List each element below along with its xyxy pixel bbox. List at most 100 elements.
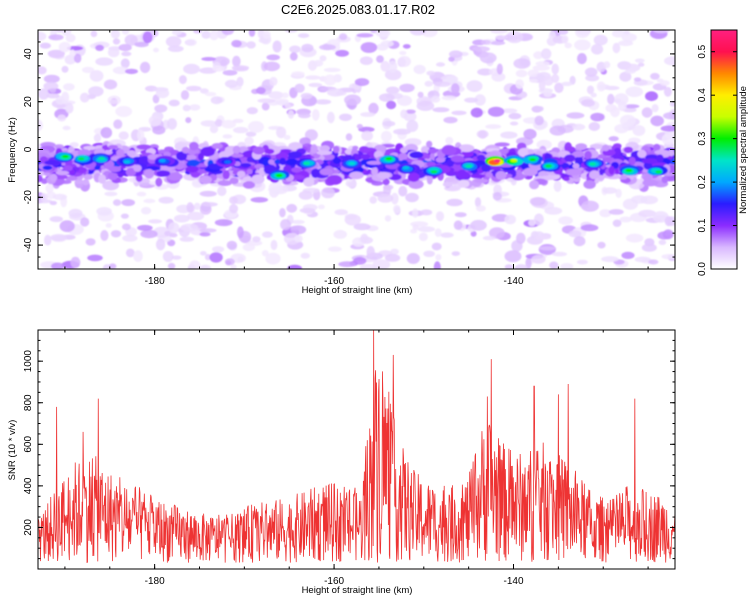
heatmap-cell	[386, 86, 400, 94]
heatmap-cell	[599, 209, 612, 218]
heatmap-cell	[100, 230, 109, 241]
heatmap-cell	[451, 251, 460, 256]
heatmap-cell	[668, 149, 675, 157]
heatmap-cell	[49, 88, 57, 93]
heatmap-cell	[49, 216, 63, 223]
heatmap-cell	[287, 264, 302, 269]
heatmap-cell	[48, 51, 64, 59]
heatmap-cell	[345, 133, 353, 141]
heatmap-cell	[50, 234, 68, 241]
heatmap-cell	[46, 93, 60, 99]
heatmap-hotspot	[589, 162, 596, 166]
heatmap-cell	[664, 56, 675, 66]
spectrogram-y-axis: -40 -20 0 20 40	[23, 29, 675, 270]
heatmap-cell	[405, 192, 419, 203]
heatmap-hotspot	[430, 170, 438, 174]
heatmap-cell	[286, 203, 298, 213]
heatmap-cell	[445, 136, 454, 145]
heatmap-cell	[384, 215, 392, 222]
heatmap-cell	[612, 42, 621, 54]
heatmap-cell	[621, 33, 637, 42]
heatmap-hotspot	[62, 154, 69, 159]
heatmap-cell	[379, 93, 395, 102]
heatmap-hotspot	[303, 161, 310, 166]
heatmap-cell	[40, 178, 49, 185]
heatmap-cell	[618, 40, 634, 47]
heatmap-cell	[361, 130, 373, 141]
heatmap-cell	[179, 236, 194, 242]
heatmap-cell	[226, 240, 238, 250]
heatmap-cell	[412, 224, 419, 231]
heatmap-cell	[82, 179, 90, 186]
heatmap-cell	[90, 30, 98, 38]
heatmap-cell	[481, 163, 491, 172]
snr-x-axis-label: Height of straight line (km)	[302, 585, 413, 596]
heatmap-cell	[400, 147, 408, 154]
heatmap-cell	[661, 176, 669, 184]
heatmap-cell	[232, 145, 241, 154]
heatmap-cell	[366, 160, 382, 165]
heatmap-cell	[319, 44, 336, 51]
heatmap-cell	[186, 202, 194, 213]
heatmap-cell	[38, 66, 47, 75]
heatmap-cell	[515, 79, 524, 89]
heatmap-cell	[501, 108, 518, 114]
heatmap-cell	[87, 254, 103, 262]
heatmap-cell	[534, 115, 544, 126]
heatmap-cell	[209, 125, 219, 134]
heatmap-cell	[211, 143, 223, 149]
heatmap-cell	[51, 262, 65, 269]
heatmap-cell	[376, 171, 391, 179]
heatmap-cell	[152, 94, 160, 104]
heatmap-cell	[176, 151, 188, 161]
heatmap-cell	[477, 68, 493, 76]
heatmap-cell	[289, 45, 301, 53]
heatmap-cell	[634, 256, 651, 263]
heatmap-cell	[504, 264, 514, 269]
heatmap-cell	[200, 120, 217, 127]
heatmap-cell	[344, 214, 361, 226]
heatmap-cell	[457, 179, 470, 188]
heatmap-cell	[500, 131, 518, 139]
heatmap-hotspot	[510, 158, 518, 163]
heatmap-cell	[214, 119, 223, 127]
heatmap-cell	[359, 263, 377, 269]
heatmap-cell	[154, 104, 168, 113]
heatmap-cell	[328, 246, 342, 252]
heatmap-cell	[69, 49, 76, 57]
heatmap-cell	[120, 213, 129, 219]
heatmap-cell	[262, 231, 273, 238]
heatmap-cell	[554, 82, 564, 94]
heatmap-cell	[441, 95, 457, 101]
heatmap-cell	[479, 52, 497, 64]
heatmap-cell	[209, 30, 219, 41]
heatmap-cell	[371, 166, 378, 177]
y-tick-label: 40	[23, 48, 34, 60]
colorbar-tick-label: 0.2	[697, 175, 708, 189]
heatmap-cell	[619, 216, 632, 223]
heatmap-cell	[451, 110, 467, 116]
heatmap-cell	[167, 262, 176, 269]
heatmap-cell	[625, 233, 644, 243]
heatmap-cell	[257, 98, 276, 103]
spectrogram-panel: -180 -160 -140 -40 -20 0 20 40 Height of strai…	[7, 29, 676, 296]
heatmap-cell	[564, 42, 572, 49]
heatmap-cell	[212, 65, 225, 72]
heatmap-cell	[451, 83, 460, 95]
heatmap-cell	[653, 143, 661, 151]
heatmap-cell	[470, 230, 477, 237]
heatmap-cell	[426, 70, 436, 76]
heatmap-cell	[426, 140, 433, 148]
heatmap-cell	[199, 228, 217, 233]
heatmap-cell	[89, 70, 104, 82]
heatmap-cell	[156, 170, 171, 177]
heatmap-cell	[431, 242, 442, 251]
heatmap-cell	[109, 99, 118, 105]
heatmap-cell	[420, 146, 430, 154]
heatmap-cell	[572, 163, 580, 169]
heatmap-cell	[645, 91, 658, 102]
heatmap-cell	[669, 101, 675, 107]
heatmap-cell	[305, 75, 321, 80]
heatmap-cell	[580, 224, 599, 232]
heatmap-cell	[564, 146, 576, 153]
